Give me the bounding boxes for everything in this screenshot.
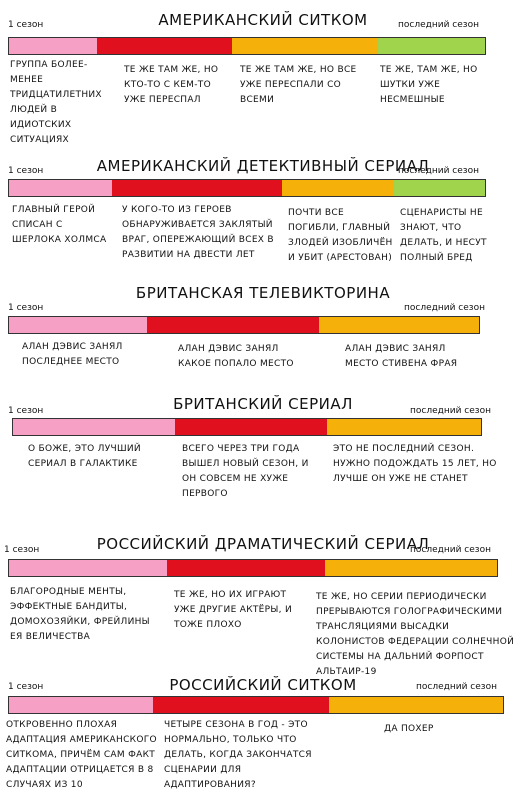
section-title: РОССИЙСКИЙ СИТКОМ bbox=[169, 676, 357, 694]
season-bar bbox=[8, 559, 498, 577]
segment-red bbox=[97, 38, 232, 54]
last-season-label: последний сезон bbox=[410, 545, 491, 555]
segment-red bbox=[153, 697, 329, 713]
first-season-label: 1 сезон bbox=[8, 20, 44, 30]
phase-note: О БОЖЕ, ЭТО ЛУЧШИЙ СЕРИАЛ В ГАЛАКТИКЕ bbox=[28, 444, 141, 469]
section-title: АМЕРИКАНСКИЙ ДЕТЕКТИВНЫЙ СЕРИАЛ bbox=[96, 157, 430, 175]
segment-pink bbox=[9, 38, 97, 54]
last-season-label: последний сезон bbox=[398, 166, 479, 176]
segment-pink bbox=[9, 180, 112, 196]
season-bar bbox=[8, 37, 486, 55]
season-bar bbox=[8, 179, 486, 197]
phase-note: АЛАН ДЭВИС ЗАНЯЛ ПОСЛЕДНЕЕ МЕСТО bbox=[22, 342, 123, 367]
segment-orange bbox=[329, 697, 503, 713]
phase-note: ГЛАВНЫЙ ГЕРОЙ СПИСАН С ШЕРЛОКА ХОЛМСА bbox=[12, 205, 107, 245]
segment-red bbox=[147, 317, 319, 333]
section-title: БРИТАНСКИЙ СЕРИАЛ bbox=[173, 395, 353, 413]
segment-orange bbox=[325, 560, 497, 576]
section-title: АМЕРИКАНСКИЙ СИТКОМ bbox=[158, 11, 368, 29]
season-bar bbox=[8, 696, 504, 714]
first-season-label: 1 сезон bbox=[8, 406, 44, 416]
phase-note: СЦЕНАРИСТЫ НЕ ЗНАЮТ, ЧТО ДЕЛАТЬ, И НЕСУТ… bbox=[400, 208, 487, 263]
phase-note: ТЕ ЖЕ ТАМ ЖЕ, НО КТО-ТО С КЕМ-ТО УЖЕ ПЕР… bbox=[124, 65, 219, 105]
phase-note: БЛАГОРОДНЫЕ МЕНТЫ, ЭФФЕКТНЫЕ БАНДИТЫ, ДО… bbox=[10, 587, 150, 642]
phase-note: ТЕ ЖЕ, НО СЕРИИ ПЕРИОДИЧЕСКИ ПРЕРЫВАЮТСЯ… bbox=[316, 592, 515, 677]
first-season-label: 1 сезон bbox=[8, 682, 44, 692]
first-season-label: 1 сезон bbox=[8, 303, 44, 313]
phase-note: ЭТО НЕ ПОСЛЕДНИЙ СЕЗОН. НУЖНО ПОДОЖДАТЬ … bbox=[333, 444, 497, 484]
segment-orange bbox=[232, 38, 378, 54]
segment-pink bbox=[9, 317, 147, 333]
segment-pink bbox=[9, 697, 153, 713]
phase-note: АЛАН ДЭВИС ЗАНЯЛ КАКОЕ ПОПАЛО МЕСТО bbox=[178, 344, 294, 369]
phase-note: ТЕ ЖЕ, ТАМ ЖЕ, НО ШУТКИ УЖЕ НЕСМЕШНЫЕ bbox=[380, 65, 478, 105]
season-bar bbox=[8, 316, 480, 334]
phase-note: ВСЕГО ЧЕРЕЗ ТРИ ГОДА ВЫШЕЛ НОВЫЙ СЕЗОН, … bbox=[182, 444, 309, 499]
segment-green bbox=[378, 38, 485, 54]
phase-note: ОТКРОВЕННО ПЛОХАЯ АДАПТАЦИЯ АМЕРИКАНСКОГ… bbox=[6, 720, 157, 790]
segment-orange bbox=[327, 419, 481, 435]
section-title: БРИТАНСКАЯ ТЕЛЕВИКТОРИНА bbox=[135, 284, 391, 302]
phase-note: ПОЧТИ ВСЕ ПОГИБЛИ, ГЛАВНЫЙ ЗЛОДЕЙ ИЗОБЛИ… bbox=[288, 208, 393, 263]
last-season-label: последний сезон bbox=[416, 682, 497, 692]
last-season-label: последний сезон bbox=[404, 303, 485, 313]
season-bar bbox=[12, 418, 482, 436]
segment-pink bbox=[13, 419, 175, 435]
segment-orange bbox=[319, 317, 479, 333]
phase-note: У КОГО-ТО ИЗ ГЕРОЕВ ОБНАРУЖИВАЕТСЯ ЗАКЛЯ… bbox=[122, 205, 274, 260]
phase-note: ГРУППА БОЛЕЕ-МЕНЕЕ ТРИДЦАТИЛЕТНИХ ЛЮДЕЙ … bbox=[10, 60, 102, 145]
segment-orange bbox=[282, 180, 394, 196]
first-season-label: 1 сезон bbox=[4, 545, 40, 555]
phase-note: АЛАН ДЭВИС ЗАНЯЛ МЕСТО СТИВЕНА ФРАЯ bbox=[345, 344, 458, 369]
segment-red bbox=[175, 419, 327, 435]
first-season-label: 1 сезон bbox=[8, 166, 44, 176]
last-season-label: последний сезон bbox=[398, 20, 479, 30]
segment-red bbox=[112, 180, 282, 196]
segment-red bbox=[167, 560, 325, 576]
phase-note: ЧЕТЫРЕ СЕЗОНА В ГОД - ЭТО НОРМАЛЬНО, ТОЛ… bbox=[164, 720, 312, 790]
phase-note: ТЕ ЖЕ, НО ИХ ИГРАЮТ УЖЕ ДРУГИЕ АКТЁРЫ, И… bbox=[174, 590, 292, 630]
segment-green bbox=[394, 180, 485, 196]
phase-note: ТЕ ЖЕ ТАМ ЖЕ, НО ВСЕ УЖЕ ПЕРЕСПАЛИ СО ВС… bbox=[240, 65, 357, 105]
section-title: РОССИЙСКИЙ ДРАМАТИЧЕСКИЙ СЕРИАЛ bbox=[96, 535, 430, 553]
segment-pink bbox=[9, 560, 167, 576]
phase-note: ДА ПОХЕР bbox=[384, 724, 434, 734]
last-season-label: последний сезон bbox=[410, 406, 491, 416]
